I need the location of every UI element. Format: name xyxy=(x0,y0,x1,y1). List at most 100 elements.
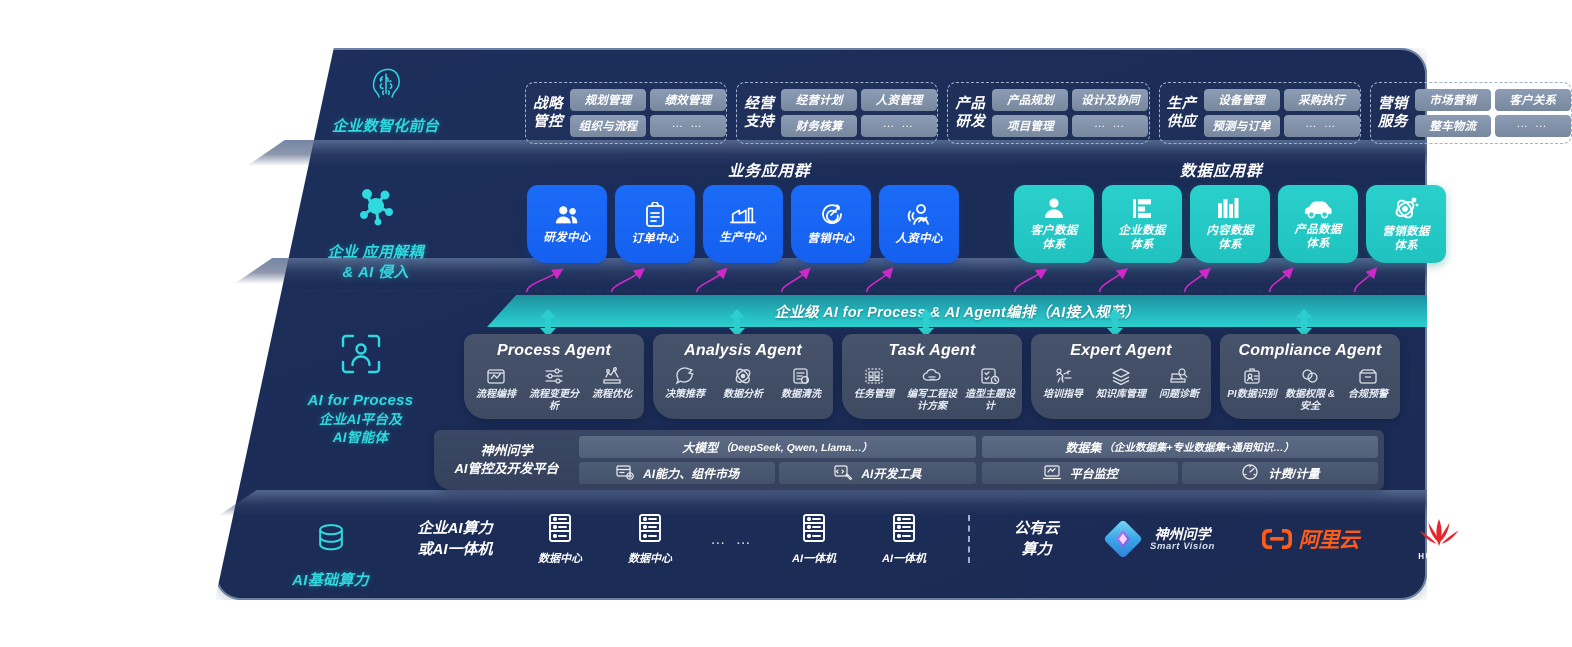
domain-chip[interactable]: 人资管理 xyxy=(861,89,938,111)
rail-title-infrastructure: AI基础算力 xyxy=(292,572,369,589)
ai-platform-strip[interactable]: 神州问学 AI管控及开发平台 大模型 （DeepSeek, Qwen, Llam… xyxy=(434,430,1384,490)
domain-chip-more[interactable]: … … xyxy=(861,115,938,137)
dev-tool-icon xyxy=(833,463,853,484)
agent-name: Analysis Agent xyxy=(684,342,802,359)
domain-chip[interactable]: 项目管理 xyxy=(992,115,1069,137)
molecule-network-icon xyxy=(288,182,463,235)
task-grid-icon xyxy=(863,366,885,386)
infra-item-label: AI一体机 xyxy=(792,553,836,565)
agent-feature[interactable]: 流程编排 xyxy=(468,366,524,412)
agent-feature[interactable]: 流程变更分析 xyxy=(526,366,582,412)
person-scan-icon xyxy=(273,330,448,383)
platform-models-sub: （DeepSeek, Qwen, Llama…） xyxy=(720,441,873,454)
infra-item-huawei-logo[interactable]: HUAWEI xyxy=(1384,517,1494,561)
id-badge-icon xyxy=(1241,366,1263,386)
infra-item-more-dots: … … xyxy=(695,531,769,548)
domain-chip-list: 市场营销 客户关系 整车物流 … … xyxy=(1414,89,1571,137)
platform-models-row[interactable]: 大模型 （DeepSeek, Qwen, Llama…） xyxy=(579,436,976,458)
app-card-content-data[interactable]: 内容数据 体系 xyxy=(1190,185,1270,263)
infra-item-shenzhou-logo[interactable]: 神州问学 Smart Vision xyxy=(1084,519,1234,559)
infra-item-ai-appliance-1[interactable]: AI一体机 xyxy=(769,512,859,567)
platform-datasets-row[interactable]: 数据集 （企业数据集+专业数据集+通用知识…） xyxy=(981,436,1378,458)
agent-card-compliance[interactable]: Compliance Agent PI数据识别 xyxy=(1220,334,1400,419)
domain-chip[interactable]: 规划管理 xyxy=(570,89,646,111)
domain-chip[interactable]: 客户关系 xyxy=(1494,89,1571,111)
domain-group-product-rnd[interactable]: 产品 研发 产品规划 设计及协同 项目管理 … … xyxy=(947,82,1150,144)
agent-feature-label: 流程编排 xyxy=(476,389,516,400)
domain-chip-more[interactable]: … … xyxy=(650,115,726,137)
agent-name: Expert Agent xyxy=(1070,342,1172,359)
clipboard-icon xyxy=(643,201,667,228)
agent-feature[interactable]: 数据分析 xyxy=(715,366,771,401)
domain-chip[interactable]: 采购执行 xyxy=(1283,89,1360,111)
domain-group-production-supply[interactable]: 生产 供应 设备管理 采购执行 预测与订单 … … xyxy=(1158,82,1361,144)
person-chart-icon xyxy=(905,202,933,228)
speech-bubble-icon xyxy=(674,366,696,386)
agent-feature[interactable]: 问题诊断 xyxy=(1151,366,1207,401)
agent-feature[interactable]: 任务管理 xyxy=(846,366,902,412)
app-card-enterprise-data[interactable]: 企业数据 体系 xyxy=(1102,185,1182,263)
infra-item-datacenter-2[interactable]: 数据中心 xyxy=(605,512,695,567)
agent-feature[interactable]: 知识库管理 xyxy=(1093,366,1149,401)
agent-feature[interactable]: 数据权限 & 安全 xyxy=(1282,366,1338,412)
platform-cell-ai-dev-tools[interactable]: AI开发工具 xyxy=(779,462,976,484)
agent-card-expert[interactable]: Expert Agent 培训指导 xyxy=(1031,334,1211,419)
domain-group-strategy[interactable]: 战略 管控 规划管理 绩效管理 组织与流程 … … xyxy=(525,82,728,144)
platform-cell-ai-capability-market[interactable]: AI能力、组件市场 xyxy=(579,462,776,484)
app-card-product-data[interactable]: 产品数据 体系 xyxy=(1278,185,1358,263)
agent-feature[interactable]: 造型主题设计 xyxy=(962,366,1018,412)
app-card-hr-center[interactable]: 人资中心 xyxy=(879,185,959,263)
huawei-logo-text: HUAWEI xyxy=(1418,552,1460,562)
domain-chip[interactable]: 产品规划 xyxy=(992,89,1069,111)
app-card-marketing-center[interactable]: 营销中心 xyxy=(791,185,871,263)
ai-orchestration-banner[interactable]: 企业级 AI for Process & AI Agent编排（AI接入规范） xyxy=(487,295,1427,327)
domain-chip[interactable]: 绩效管理 xyxy=(650,89,726,111)
app-card-order-center[interactable]: 订单中心 xyxy=(615,185,695,263)
agent-feature-label: 任务管理 xyxy=(854,389,894,400)
agent-name: Compliance Agent xyxy=(1238,342,1382,359)
app-card-marketing-data[interactable]: 营销数据 体系 xyxy=(1366,185,1446,263)
infra-item-enterprise-compute: 企业AI算力 或AI一体机 xyxy=(395,518,515,560)
agent-feature[interactable]: 数据清洗 xyxy=(773,366,829,401)
domain-chip[interactable]: 经营计划 xyxy=(781,89,858,111)
infra-item-aliyun-logo[interactable]: 阿里云 xyxy=(1234,524,1384,554)
domain-group-operations[interactable]: 经营 支持 经营计划 人资管理 财务核算 … … xyxy=(736,82,939,144)
infra-item-ai-appliance-2[interactable]: AI一体机 xyxy=(859,512,949,567)
domain-group-marketing-service[interactable]: 营销 服务 市场营销 客户关系 整车物流 … … xyxy=(1369,82,1572,144)
domain-chip-more[interactable]: … … xyxy=(1072,115,1149,137)
agent-feature[interactable]: 合规预警 xyxy=(1340,366,1396,412)
domain-chip[interactable]: 整车物流 xyxy=(1414,115,1491,137)
agent-card-process[interactable]: Process Agent 流程编排 xyxy=(464,334,644,419)
domain-chip[interactable]: 市场营销 xyxy=(1414,89,1491,111)
platform-data-column: 数据集 （企业数据集+专业数据集+通用知识…） 平台监控 xyxy=(981,430,1385,490)
domain-chip-more[interactable]: … … xyxy=(1283,115,1360,137)
archive-icon xyxy=(1357,366,1379,386)
agent-feature[interactable]: 培训指导 xyxy=(1035,366,1091,401)
platform-cell-billing[interactable]: 计费/计量 xyxy=(1181,462,1378,484)
domain-chip[interactable]: 组织与流程 xyxy=(570,115,646,137)
agent-card-analysis[interactable]: Analysis Agent 决策推荐 xyxy=(653,334,833,419)
domain-chip[interactable]: 设备管理 xyxy=(1203,89,1280,111)
platform-cell-monitoring[interactable]: 平台监控 xyxy=(981,462,1178,484)
domain-chip[interactable]: 设计及协同 xyxy=(1072,89,1149,111)
domain-chip[interactable]: 财务核算 xyxy=(781,115,858,137)
domain-chip-more[interactable]: … … xyxy=(1494,115,1571,137)
infrastructure-item-list: 企业AI算力 或AI一体机 数据中心 xyxy=(395,512,1494,567)
app-card-production-center[interactable]: 生产中心 xyxy=(703,185,783,263)
agent-card-task[interactable]: Task Agent 任务管理 xyxy=(842,334,1022,419)
checklist-clock-icon xyxy=(979,366,1001,386)
platform-models-main: 大模型 xyxy=(682,440,719,455)
agent-feature[interactable]: 编写工程设计方案 xyxy=(904,366,960,412)
platform-cell-label: 计费/计量 xyxy=(1268,466,1320,481)
agent-feature[interactable]: 流程优化 xyxy=(584,366,640,412)
app-card-customer-data[interactable]: 客户数据 体系 xyxy=(1014,185,1094,263)
users-icon xyxy=(553,203,581,227)
agent-feature[interactable]: PI数据识别 xyxy=(1224,366,1280,412)
domain-chip[interactable]: 预测与订单 xyxy=(1203,115,1280,137)
infra-item-label: 企业AI算力 或AI一体机 xyxy=(417,520,493,559)
database-icon xyxy=(243,518,418,563)
app-card-rnd-center[interactable]: 研发中心 xyxy=(527,185,607,263)
infra-item-datacenter-1[interactable]: 数据中心 xyxy=(515,512,605,567)
agent-feature-label: 数据清洗 xyxy=(781,389,821,400)
agent-feature[interactable]: 决策推荐 xyxy=(657,366,713,401)
